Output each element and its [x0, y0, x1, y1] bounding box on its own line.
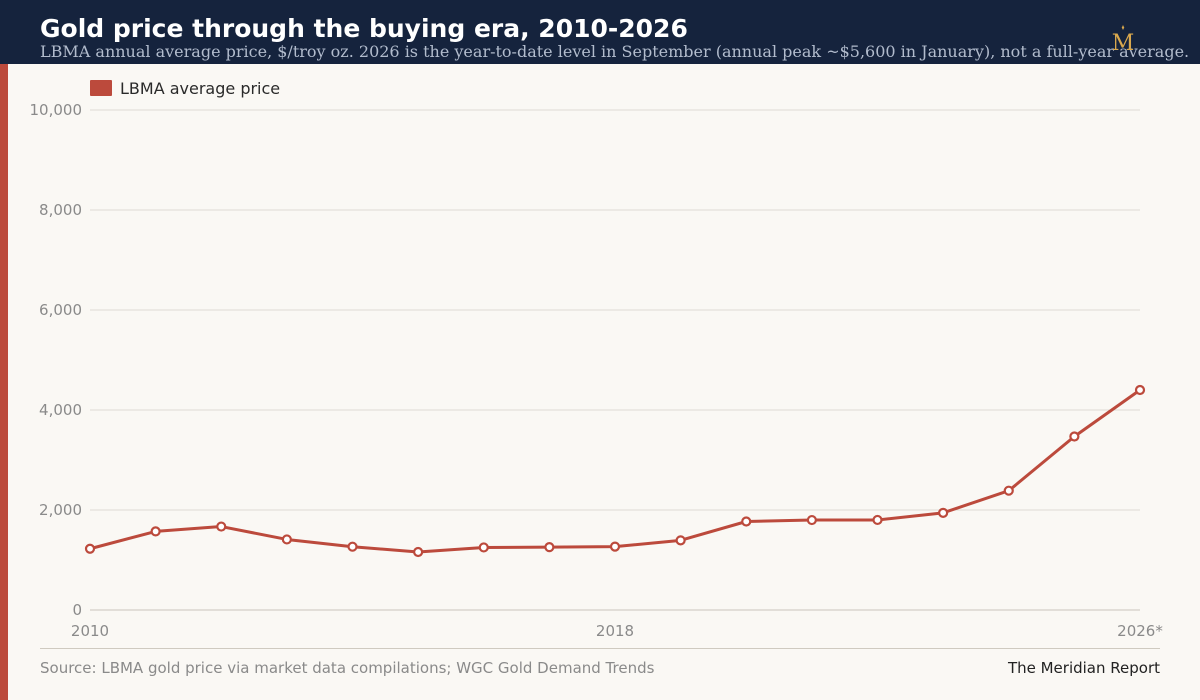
y-tick-label: 10,000: [30, 101, 83, 119]
x-tick-label: 2018: [596, 622, 634, 640]
x-tick-label: 2026*: [1117, 622, 1163, 640]
data-point: [1069, 431, 1080, 442]
y-tick-label: 2,000: [39, 501, 82, 519]
y-tick-label: 4,000: [39, 401, 82, 419]
y-tick-label: 6,000: [39, 301, 82, 319]
logo-letter: M: [1112, 31, 1135, 56]
y-tick-label: 8,000: [39, 201, 82, 219]
data-point: [216, 521, 227, 532]
data-point: [478, 542, 489, 553]
accent-bar: [0, 64, 8, 700]
y-tick-label: 0: [72, 601, 82, 619]
data-point: [413, 546, 424, 558]
data-point: [938, 507, 949, 518]
series-line: [88, 388, 1142, 554]
legend: LBMA average price: [90, 78, 280, 98]
data-point: [1003, 485, 1014, 496]
grid-lines: [90, 109, 1140, 611]
y-axis-ticks: 0 2,000 4,000 6,000 8,000 10,000: [30, 101, 83, 619]
header: Gold price through the buying era, 2010-…: [0, 0, 1200, 64]
data-point: [1134, 384, 1146, 396]
logo-icon: M: [1112, 25, 1135, 56]
data-point: [150, 526, 161, 537]
legend-label: LBMA average price: [120, 78, 281, 98]
brand-name: The Meridian Report: [1007, 659, 1160, 677]
x-tick-label: 2010: [71, 622, 109, 640]
data-point: [609, 541, 621, 552]
data-point: [806, 514, 817, 526]
series-layer: [84, 384, 1146, 558]
data-point: [281, 534, 292, 545]
chart-title: Gold price through the buying era, 2010-…: [40, 14, 688, 43]
chart-subtitle: LBMA annual average price, $/troy oz. 20…: [40, 42, 1190, 61]
data-point: [347, 541, 358, 552]
data-point: [84, 543, 96, 554]
legend-swatch: [90, 80, 112, 96]
data-point: [872, 514, 883, 526]
data-point: [675, 535, 686, 546]
data-point: [741, 516, 752, 527]
footer-divider: [40, 648, 1160, 649]
x-axis-ticks: 2010 2018 2026*: [71, 622, 1163, 640]
source-note: Source: LBMA gold price via market data …: [40, 659, 655, 677]
data-point: [544, 542, 555, 553]
